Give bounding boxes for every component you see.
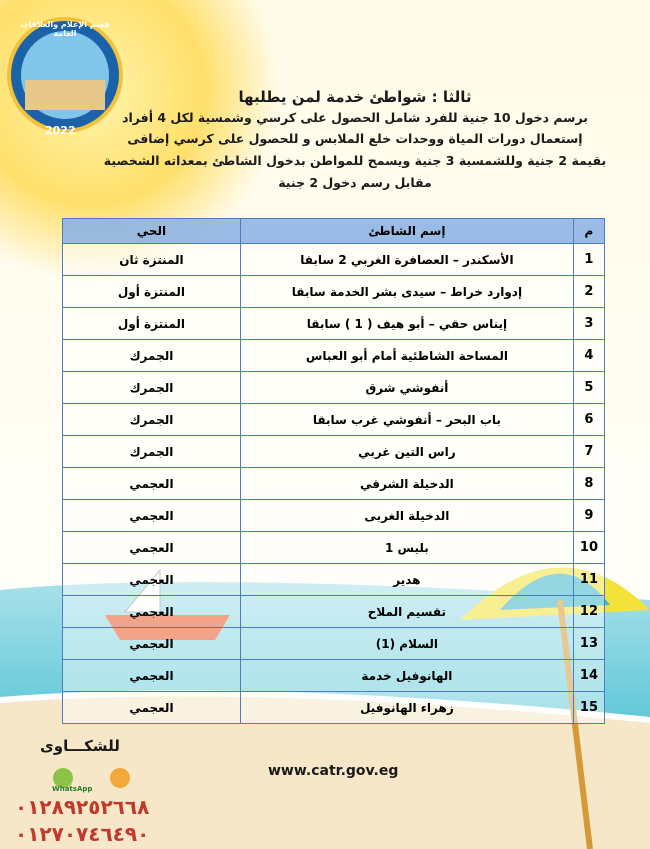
cell: زهراء الهانوفيل	[239, 691, 574, 724]
table-row: 4 المساحة الشاطئية أمام أبو العباس الجمرك	[62, 339, 606, 372]
phone: ٠١٢٨٩٢٥٢٦٦٨	[15, 795, 150, 819]
cell: 3	[572, 307, 606, 340]
cell: إدوارد خراط – سيدى بشر الخدمة سابقا	[239, 275, 574, 308]
cell: 1	[572, 243, 606, 276]
whatsapp-label: WhatsApp	[52, 785, 93, 793]
table-row: 14 الهانوفيل خدمة العجمي	[62, 659, 606, 692]
title: ثالثا : شواطئ خدمة لمن يطلبها	[238, 88, 472, 106]
phone: ٠١٢٧٠٧٤٦٤٩٠	[15, 822, 150, 846]
table-row: 8 الدخيلة الشرقي العجمي	[62, 467, 606, 500]
cell: 15	[572, 691, 606, 724]
cell: 6	[572, 403, 606, 436]
cell: الأسكندر – العصافرة الغربي 2 سابقا	[239, 243, 574, 276]
intro-line: بقيمة 2 جنية وللشمسية 3 جنية ويسمح للموا…	[103, 153, 607, 168]
cell: الجمرك	[62, 403, 241, 436]
cell: السلام (1)	[239, 627, 574, 660]
cell: هدير	[239, 563, 574, 596]
complaints-label: للشكـــاوى	[40, 737, 120, 755]
logo-year: 2022	[45, 124, 76, 137]
cell: 2	[572, 275, 606, 308]
cell: المنتزة ثان	[62, 243, 241, 276]
cell: الجمرك	[62, 371, 241, 404]
table-row: 13 السلام (1) العجمي	[62, 627, 606, 660]
cell: 9	[572, 499, 606, 532]
cell: العجمي	[62, 627, 241, 660]
cell: العجمي	[62, 659, 241, 692]
column-header: م	[572, 218, 606, 244]
table-row: 5 أنفوشي شرق الجمرك	[62, 371, 606, 404]
column-header: الحي	[62, 218, 241, 244]
table-row: 11 هدير العجمي	[62, 563, 606, 596]
website: www.catr.gov.eg	[268, 763, 399, 779]
cell: العجمي	[62, 691, 241, 724]
logo-title: قسم الإعلام والعلاقات العامة	[20, 20, 110, 38]
table-row: 10 بليس 1 العجمي	[62, 531, 606, 564]
column-header: إسم الشاطئ	[239, 218, 574, 244]
cell: الجمرك	[62, 435, 241, 468]
cell: المنتزة أول	[62, 275, 241, 308]
cell: الهانوفيل خدمة	[239, 659, 574, 692]
cell: بليس 1	[239, 531, 574, 564]
cell: 10	[572, 531, 606, 564]
cell: إيناس حقي – أبو هيف ( 1 ) سابقا	[239, 307, 574, 340]
cell: راس التين غربي	[239, 435, 574, 468]
cell: العجمي	[62, 563, 241, 596]
cell: الجمرك	[62, 339, 241, 372]
table-row: 15 زهراء الهانوفيل العجمي	[62, 691, 606, 724]
cell: الدخيلة الشرقي	[239, 467, 574, 500]
intro-line: برسم دخول 10 جنية للفرد شامل الحصول على …	[122, 110, 588, 125]
intro-line: إستعمال دورات المياة ووحدات خلع الملابس …	[127, 131, 583, 146]
beach-table: م إسم الشاطئ الحي 1 الأسكندر – العصافرة الغر…	[62, 218, 606, 724]
table-row: 2 إدوارد خراط – سيدى بشر الخدمة سابقا المن…	[62, 275, 606, 308]
cell: 5	[572, 371, 606, 404]
cell: 13	[572, 627, 606, 660]
table-row: 9 الدخيلة الغربى العجمي	[62, 499, 606, 532]
cell: الدخيلة الغربى	[239, 499, 574, 532]
cell: المساحة الشاطئية أمام أبو العباس	[239, 339, 574, 372]
intro-line: مقابل رسم دخول 2 جنية	[278, 175, 432, 190]
table-row: 12 تقسيم الملاح العجمي	[62, 595, 606, 628]
cell: المنتزة أول	[62, 307, 241, 340]
cell: 14	[572, 659, 606, 692]
table-row: 1 الأسكندر – العصافرة الغربي 2 سابقا المنت…	[62, 243, 606, 276]
cell: 8	[572, 467, 606, 500]
cell: باب البحر – أنفوشي غرب سابقا	[239, 403, 574, 436]
table-row: 3 إيناس حقي – أبو هيف ( 1 ) سابقا المنتزة …	[62, 307, 606, 340]
cell: العجمي	[62, 499, 241, 532]
table-row: 6 باب البحر – أنفوشي غرب سابقا الجمرك	[62, 403, 606, 436]
cell: 4	[572, 339, 606, 372]
cell: العجمي	[62, 467, 241, 500]
cell: 7	[572, 435, 606, 468]
cell: 12	[572, 595, 606, 628]
cell: 11	[572, 563, 606, 596]
table-row: 7 راس التين غربي الجمرك	[62, 435, 606, 468]
cell: العجمي	[62, 595, 241, 628]
cell: تقسيم الملاح	[239, 595, 574, 628]
cell: العجمي	[62, 531, 241, 564]
cell: أنفوشي شرق	[239, 371, 574, 404]
